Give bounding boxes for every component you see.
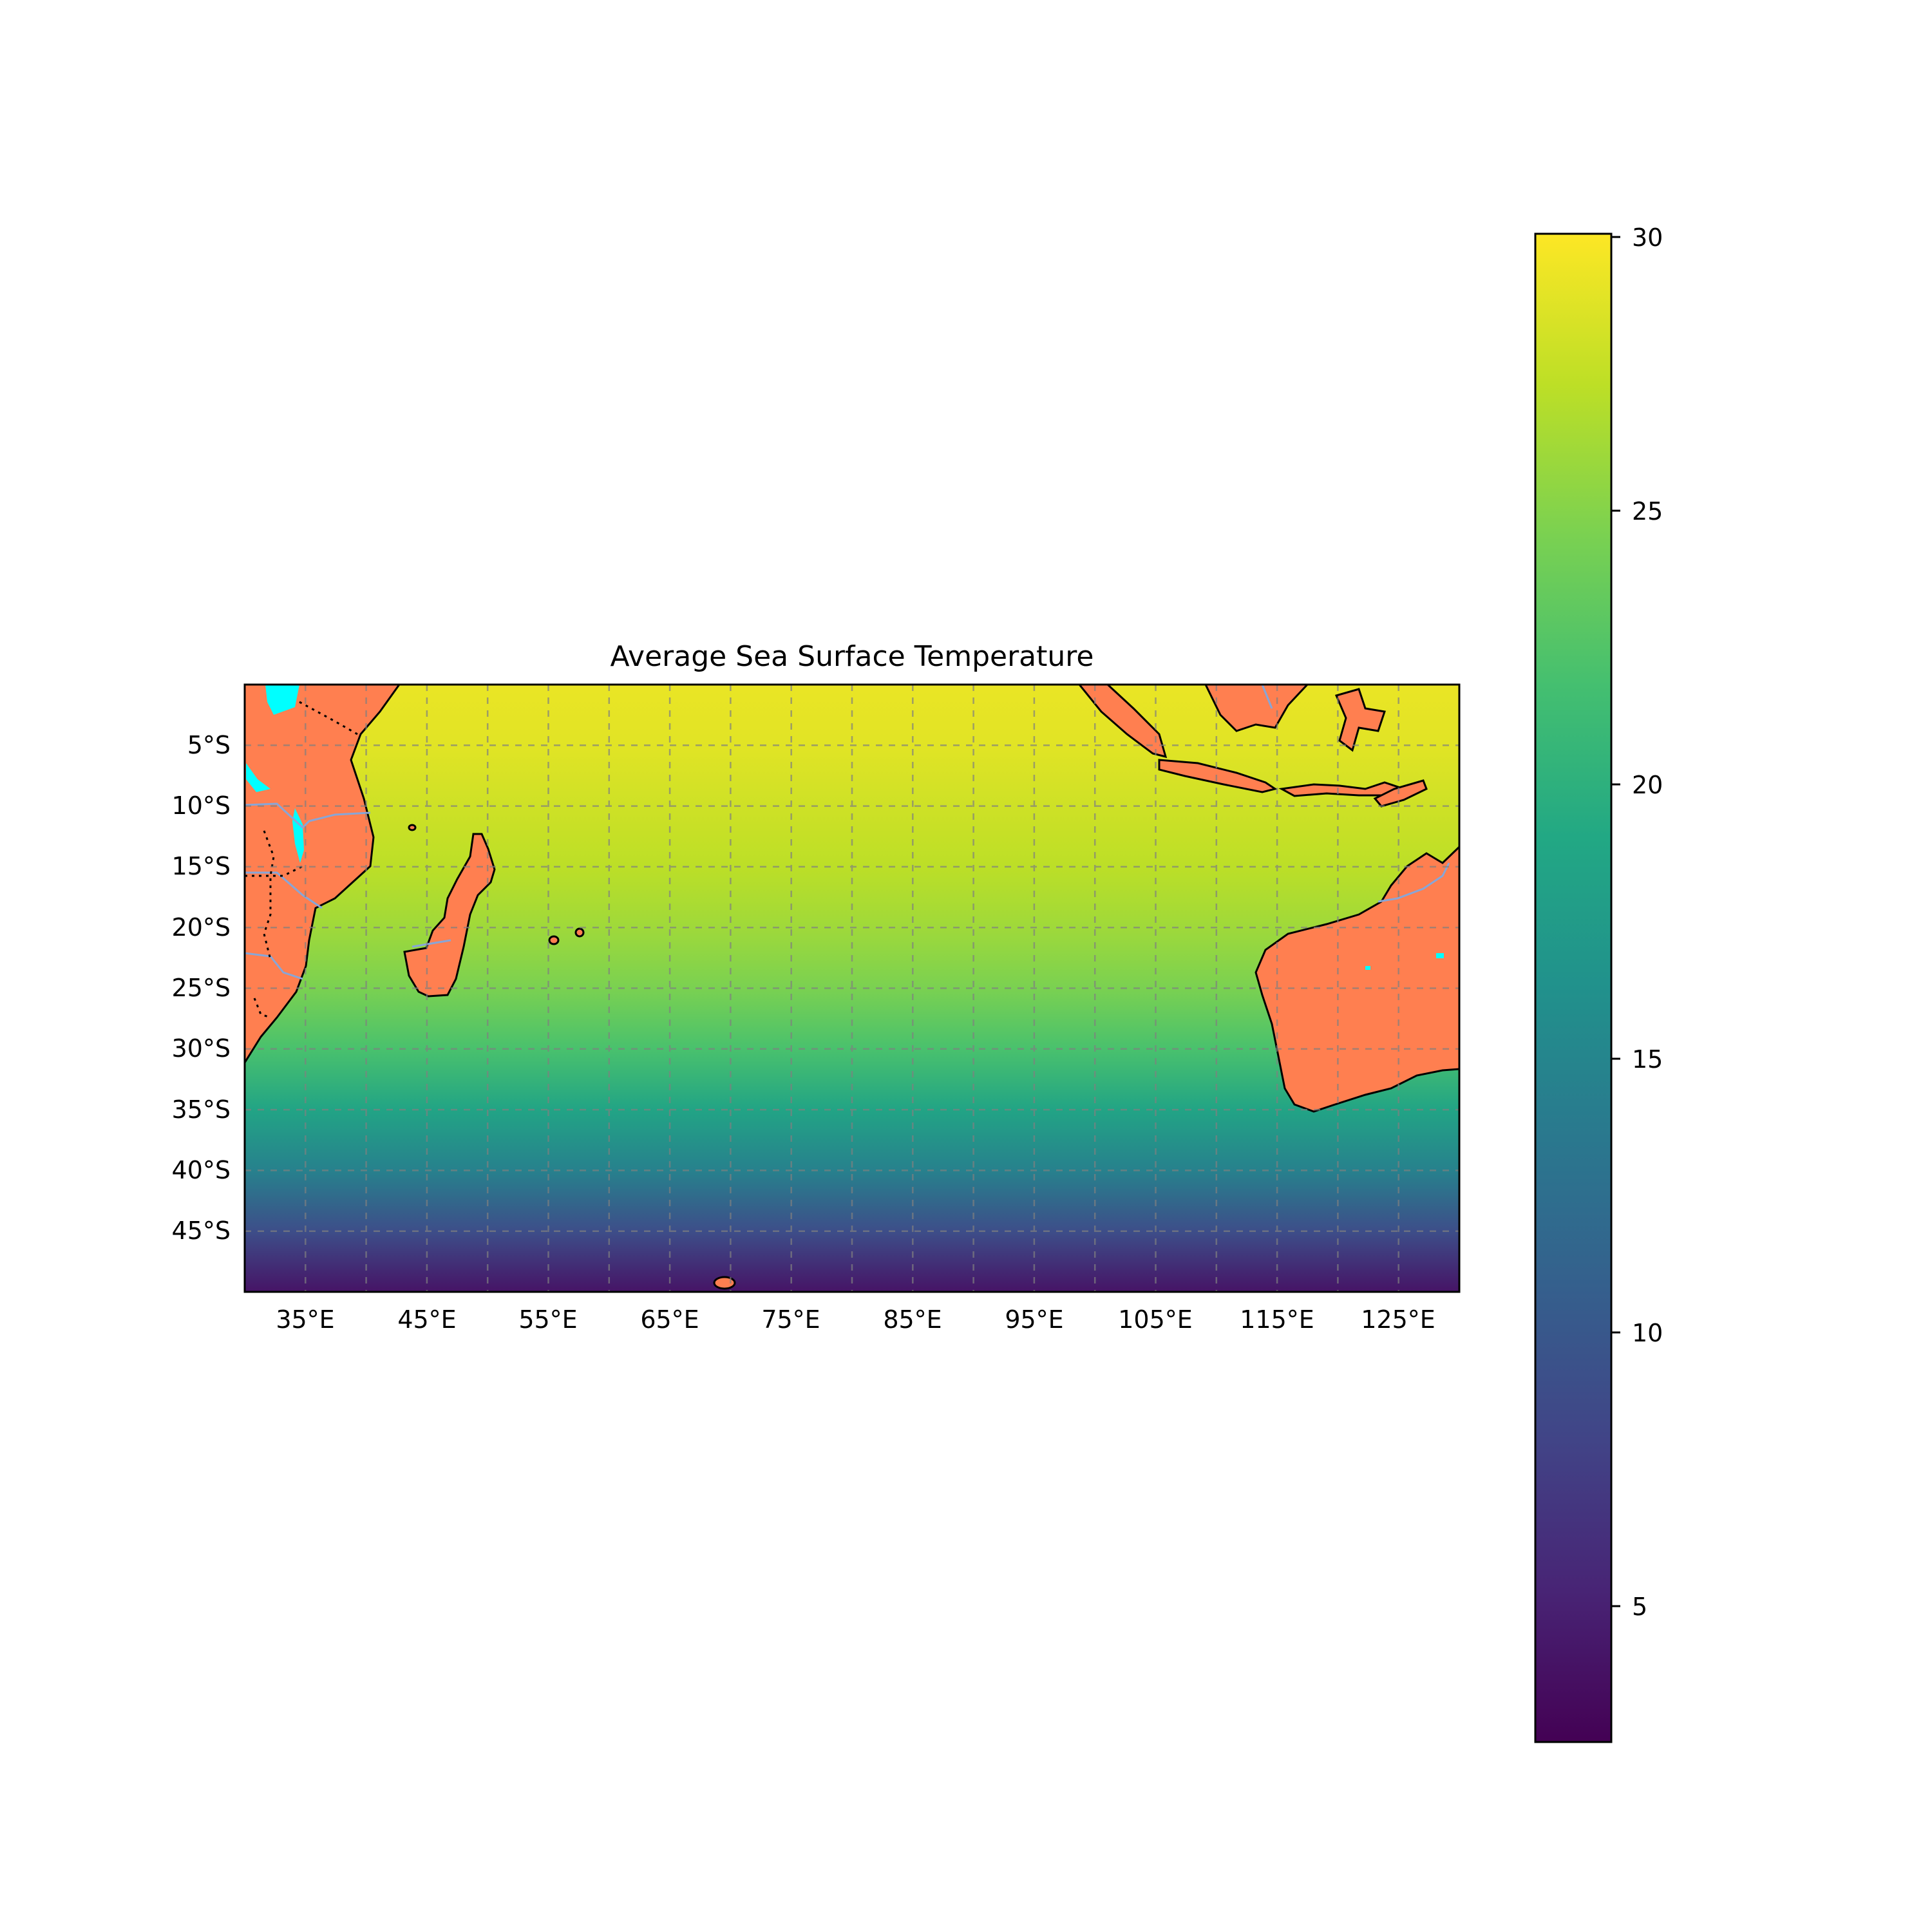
lake-australia-2	[1365, 966, 1370, 970]
rivers	[245, 685, 1450, 980]
x-tick-label: 105°E	[1118, 1305, 1193, 1334]
country-borders	[245, 701, 358, 1019]
x-axis: 35°E 45°E 55°E 65°E 75°E 85°E 95°E 105°E…	[276, 1305, 1435, 1334]
colorbar-tick-label: 15	[1632, 1045, 1663, 1074]
colorbar-tick-label: 20	[1632, 771, 1663, 799]
y-tick-label: 5°S	[187, 731, 231, 759]
lake-victoria	[265, 685, 299, 715]
x-tick-label: 75°E	[761, 1305, 820, 1334]
gridlines	[245, 685, 1459, 1292]
land-reunion	[548, 935, 560, 945]
x-tick-label: 65°E	[640, 1305, 699, 1334]
colorbar-ticks	[1611, 236, 1620, 1607]
lake-tanganyika	[246, 763, 270, 792]
y-tick-label: 45°S	[172, 1217, 231, 1245]
x-tick-label: 35°E	[276, 1305, 334, 1334]
x-tick-label: 95°E	[1005, 1305, 1063, 1334]
map-frame	[243, 683, 1461, 1293]
x-tick-label: 115°E	[1240, 1305, 1314, 1334]
x-tick-label: 45°E	[397, 1305, 456, 1334]
x-tick-label: 85°E	[883, 1305, 942, 1334]
lake-australia-1	[1436, 953, 1444, 958]
colorbar-tick-label: 30	[1632, 223, 1663, 252]
y-tick-label: 30°S	[172, 1034, 231, 1063]
map-title: Average Sea Surface Temperature	[611, 640, 1094, 673]
colorbar-tick-label: 25	[1632, 497, 1663, 526]
land-mauritius	[574, 927, 585, 938]
land-comoros	[408, 824, 417, 831]
land-africa	[245, 685, 401, 1065]
colorbar-tick-label: 10	[1632, 1319, 1663, 1347]
land-australia	[1255, 845, 1459, 1113]
y-tick-label: 10°S	[172, 791, 231, 820]
colorbar: 5 10 15 20 25 30	[1534, 223, 1663, 1743]
x-tick-label: 125°E	[1361, 1305, 1435, 1334]
land-sumatra	[1078, 685, 1168, 759]
y-tick-label: 35°S	[172, 1095, 231, 1124]
y-axis: 5°S 10°S 15°S 20°S 25°S 30°S 35°S 40°S 4…	[172, 731, 231, 1245]
colorbar-gradient	[1534, 232, 1613, 1743]
colorbar-tick-label: 5	[1632, 1593, 1647, 1621]
land-kerguelen	[713, 1276, 736, 1290]
y-tick-label: 25°S	[172, 974, 231, 1002]
map-area	[245, 685, 1459, 1292]
x-tick-label: 55°E	[518, 1305, 577, 1334]
y-tick-label: 20°S	[172, 913, 231, 942]
y-tick-label: 15°S	[172, 852, 231, 880]
land-sulawesi	[1334, 688, 1386, 752]
land-borneo	[1204, 685, 1309, 732]
y-tick-label: 40°S	[172, 1156, 231, 1184]
